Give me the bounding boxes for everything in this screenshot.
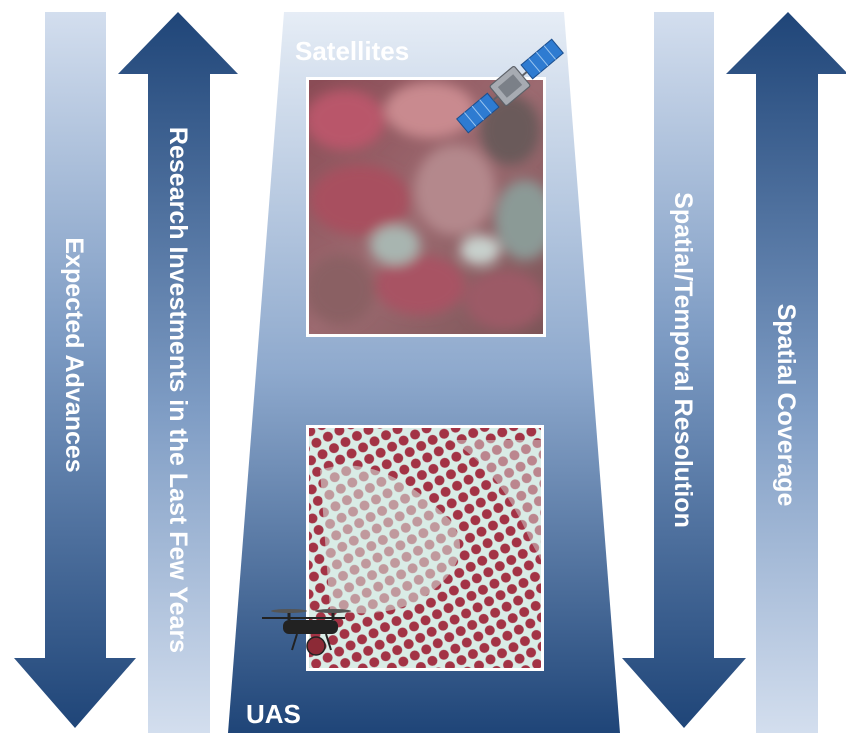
satellite-imagery — [306, 77, 546, 337]
uas-label: UAS — [246, 699, 301, 729]
uas-imagery — [306, 425, 544, 671]
satellite-icon — [456, 38, 564, 134]
satellites-label: Satellites — [295, 36, 409, 66]
spatial-temporal-resolution-label: Spatial/Temporal Resolution — [669, 192, 697, 528]
spatial-coverage-label: Spatial Coverage — [772, 304, 800, 507]
research-investments-label: Research Investments in the Last Few Yea… — [164, 127, 192, 653]
expected-advances-label: Expected Advances — [60, 237, 88, 472]
drone-icon — [262, 609, 351, 656]
spatial-coverage-arrow — [726, 12, 846, 733]
research-investments-arrow — [118, 12, 238, 733]
spatial-temporal-resolution-arrow — [622, 12, 746, 728]
expected-advances-arrow — [14, 12, 136, 728]
